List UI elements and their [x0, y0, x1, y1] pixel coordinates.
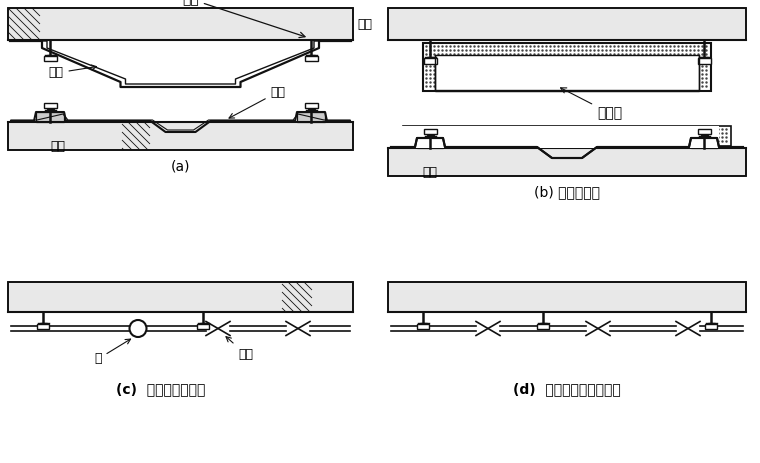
Bar — [420, 323, 426, 328]
Bar — [691, 138, 717, 148]
Bar — [308, 55, 315, 60]
Bar — [8, 282, 353, 312]
Text: 隔热材: 隔热材 — [561, 88, 622, 120]
Bar — [43, 103, 56, 108]
Text: 衬砌: 衬砌 — [357, 18, 372, 31]
Bar — [426, 130, 433, 135]
Bar — [8, 282, 353, 312]
Bar — [417, 324, 429, 329]
Bar — [435, 55, 699, 91]
Bar — [40, 323, 46, 328]
Bar — [297, 112, 325, 122]
Bar — [426, 57, 433, 62]
Bar — [388, 8, 746, 40]
Text: (b) 使用隔热材: (b) 使用隔热材 — [534, 185, 600, 199]
Bar — [423, 58, 436, 64]
Text: 板材: 板材 — [229, 86, 286, 118]
Text: (c)  管内可能清扫者: (c) 管内可能清扫者 — [116, 382, 205, 396]
Bar — [423, 43, 711, 91]
Text: 夹具: 夹具 — [423, 166, 438, 179]
Bar — [540, 323, 546, 328]
Bar — [698, 58, 711, 64]
Bar — [46, 55, 53, 60]
Bar — [701, 57, 708, 62]
Bar — [297, 112, 325, 122]
Bar — [388, 148, 746, 176]
Text: (d)  管井列呈面状导水者: (d) 管井列呈面状导水者 — [513, 382, 621, 396]
Bar — [708, 323, 714, 328]
Bar — [197, 324, 209, 329]
Bar — [388, 282, 746, 312]
Bar — [36, 112, 64, 122]
Bar — [417, 138, 443, 148]
Bar — [37, 324, 49, 329]
Text: (a): (a) — [171, 159, 190, 173]
Bar — [305, 56, 318, 61]
Bar — [43, 56, 56, 61]
Bar — [388, 8, 746, 40]
Bar — [8, 122, 353, 150]
Bar — [417, 138, 443, 148]
Bar — [388, 282, 746, 312]
Bar — [46, 104, 53, 109]
Bar — [305, 103, 318, 108]
Bar — [705, 324, 717, 329]
Bar — [403, 126, 731, 146]
Bar — [691, 138, 717, 148]
Bar — [308, 104, 315, 109]
Text: 栓材: 栓材 — [226, 337, 253, 361]
Bar — [537, 324, 549, 329]
Text: 夹具: 夹具 — [50, 140, 65, 153]
Bar — [199, 323, 207, 328]
Bar — [8, 122, 353, 150]
Bar — [698, 129, 711, 134]
Text: 锚栓: 锚栓 — [182, 0, 305, 38]
Bar — [8, 8, 353, 40]
Circle shape — [129, 320, 147, 337]
Bar — [388, 148, 746, 176]
Bar — [423, 129, 436, 134]
Bar — [391, 126, 719, 148]
Bar — [701, 130, 708, 135]
Text: 管材: 管材 — [49, 65, 97, 80]
Bar — [36, 112, 64, 122]
Text: 管: 管 — [94, 339, 131, 365]
Bar — [8, 8, 353, 40]
